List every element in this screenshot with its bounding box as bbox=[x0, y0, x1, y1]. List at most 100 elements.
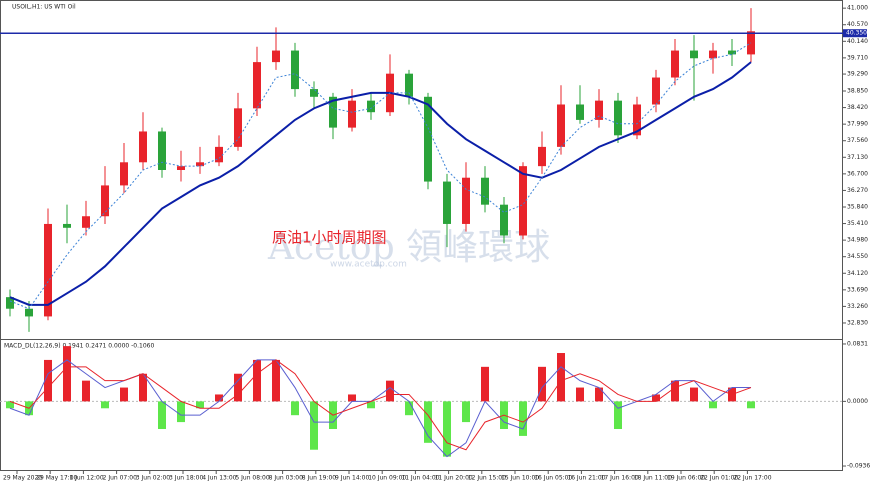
candle-body bbox=[196, 162, 204, 167]
candle-body bbox=[709, 50, 717, 59]
x-tick-label: 11 Jun 04:00 bbox=[401, 475, 439, 482]
histogram-bar bbox=[443, 401, 451, 457]
histogram-bar bbox=[139, 373, 147, 402]
y-tick-label: 39.290 bbox=[847, 71, 868, 78]
histogram-bar bbox=[671, 380, 679, 402]
candle-body bbox=[652, 77, 660, 105]
histogram-bar bbox=[576, 387, 584, 402]
y-tick-label: -0.0936 bbox=[847, 463, 870, 470]
x-tick-label: 5 Jun 08:00 bbox=[235, 475, 269, 482]
x-tick-label: 29 May 2020 bbox=[3, 475, 42, 482]
x-tick-label: 19 Jun 06:00 bbox=[667, 475, 705, 482]
x-tick-label: 8 Jun 03:00 bbox=[269, 475, 303, 482]
candle-body bbox=[538, 146, 546, 167]
x-tick-label: 2 Jun 07:00 bbox=[103, 475, 137, 482]
y-tick-label: 34.550 bbox=[847, 253, 868, 260]
y-tick-label: 34.120 bbox=[847, 270, 868, 277]
x-tick-label: 11 Jun 20:00 bbox=[435, 475, 473, 482]
histogram-bar bbox=[557, 353, 565, 402]
candle-body bbox=[6, 297, 14, 309]
x-tick-label: 4 Jun 13:00 bbox=[202, 475, 236, 482]
y-tick-label: 40.140 bbox=[847, 38, 868, 45]
histogram-bar bbox=[101, 401, 109, 409]
price-label-box bbox=[843, 29, 867, 38]
macd-line bbox=[9, 359, 752, 451]
y-tick-label: 0.0000 bbox=[847, 398, 868, 405]
candle-body bbox=[671, 50, 679, 78]
candle-body bbox=[481, 177, 489, 205]
candle-body bbox=[443, 181, 451, 224]
candle-body bbox=[519, 166, 527, 236]
histogram-bar bbox=[177, 401, 185, 423]
y-tick-label: 37.990 bbox=[847, 121, 868, 128]
candle-body bbox=[291, 50, 299, 90]
histogram-bar bbox=[690, 387, 698, 402]
candle-body bbox=[500, 204, 508, 236]
candle-body bbox=[462, 177, 470, 224]
x-tick-label: 9 Jun 14:00 bbox=[335, 475, 369, 482]
candle-body bbox=[120, 162, 128, 186]
candle-body bbox=[177, 166, 185, 170]
candle-body bbox=[139, 131, 147, 163]
annotation: 原油1小时周期图 bbox=[272, 229, 387, 247]
histogram-bar bbox=[614, 401, 622, 430]
candle-body bbox=[215, 146, 223, 163]
histogram-bar bbox=[709, 401, 717, 409]
histogram-bar bbox=[215, 394, 223, 402]
x-tick-label: 17 Jun 16:00 bbox=[601, 475, 639, 482]
x-tick-label: 10 Jun 09:00 bbox=[368, 475, 406, 482]
histogram-bar bbox=[481, 366, 489, 402]
candle-body bbox=[272, 50, 280, 63]
candle-body bbox=[44, 223, 52, 317]
histogram-bar bbox=[747, 401, 755, 409]
histogram-bar bbox=[424, 401, 432, 443]
candle-body bbox=[101, 185, 109, 217]
y-tick-label: 38.850 bbox=[847, 88, 868, 95]
candle-body bbox=[63, 223, 71, 228]
x-tick-label: 3 Jun 02:00 bbox=[136, 475, 170, 482]
histogram-bar bbox=[367, 401, 375, 409]
moving-average bbox=[9, 42, 752, 310]
y-tick-label: 0.0831 bbox=[847, 340, 868, 347]
candle-body bbox=[234, 108, 242, 147]
candle-body bbox=[253, 62, 261, 109]
candle-body bbox=[557, 104, 565, 147]
candle-body bbox=[367, 100, 375, 113]
x-tick-label: 3 Jun 18:00 bbox=[169, 475, 203, 482]
x-tick-label: 8 Jun 19:00 bbox=[302, 475, 336, 482]
candle-body bbox=[424, 96, 432, 182]
candle-body bbox=[82, 216, 90, 228]
y-tick-label: 39.710 bbox=[847, 54, 868, 61]
candle-body bbox=[633, 104, 641, 136]
candle-body bbox=[310, 89, 318, 97]
candle-body bbox=[728, 50, 736, 55]
candle-body bbox=[614, 100, 622, 136]
candle-body bbox=[690, 50, 698, 59]
histogram-bar bbox=[595, 387, 603, 402]
y-tick-label: 36.270 bbox=[847, 187, 868, 194]
x-tick-label: 15 Jun 10:00 bbox=[501, 475, 539, 482]
price-label: 40.350 bbox=[846, 30, 867, 37]
y-tick-label: 37.130 bbox=[847, 154, 868, 161]
moving-average bbox=[9, 61, 752, 306]
histogram-bar bbox=[291, 401, 299, 416]
y-tick-label: 35.840 bbox=[847, 203, 868, 210]
y-tick-label: 36.700 bbox=[847, 170, 868, 177]
histogram-bar bbox=[44, 359, 52, 402]
candle-body bbox=[405, 73, 413, 97]
y-tick-label: 35.410 bbox=[847, 220, 868, 227]
histogram-bar bbox=[310, 401, 318, 450]
histogram-bar bbox=[519, 401, 527, 436]
x-tick-label: 12 Jun 15:00 bbox=[468, 475, 506, 482]
histogram-bar bbox=[196, 401, 204, 409]
histogram-bar bbox=[462, 401, 470, 423]
candle-body bbox=[595, 100, 603, 120]
y-tick-label: 33.260 bbox=[847, 303, 868, 310]
candle-body bbox=[329, 96, 337, 128]
histogram-bar bbox=[348, 394, 356, 402]
y-tick-label: 38.420 bbox=[847, 104, 868, 111]
histogram-bar bbox=[405, 401, 413, 416]
histogram-bar bbox=[120, 387, 128, 402]
y-tick-label: 41.000 bbox=[847, 5, 868, 12]
x-tick-label: 16 Jun 21:00 bbox=[567, 475, 605, 482]
